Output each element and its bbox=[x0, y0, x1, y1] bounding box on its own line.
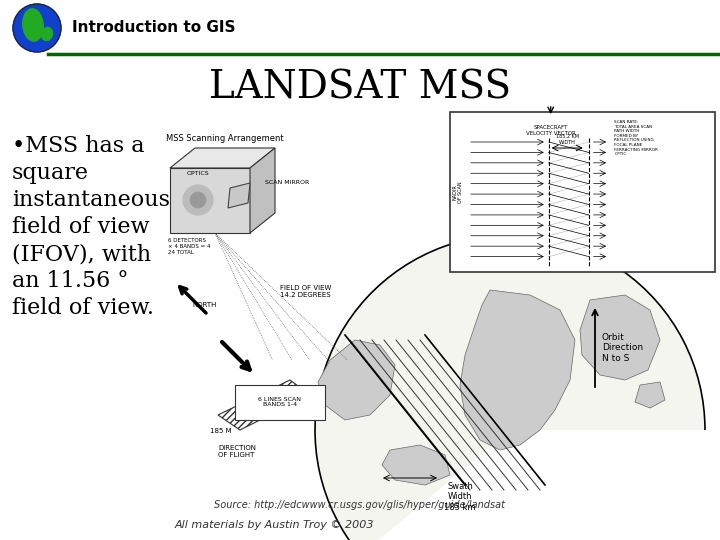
Text: SCAN MIRROR: SCAN MIRROR bbox=[265, 180, 310, 186]
Polygon shape bbox=[635, 382, 665, 408]
Polygon shape bbox=[170, 148, 275, 168]
Ellipse shape bbox=[23, 9, 43, 41]
Bar bbox=[450, 112, 715, 272]
Text: NORTH: NORTH bbox=[192, 302, 217, 308]
Polygon shape bbox=[580, 295, 660, 380]
Text: SPACECRAFT
VELOCITY VECTOR: SPACECRAFT VELOCITY VECTOR bbox=[526, 125, 575, 136]
Text: OPTICS: OPTICS bbox=[186, 171, 210, 176]
Text: field of view: field of view bbox=[12, 216, 150, 238]
Polygon shape bbox=[382, 445, 450, 485]
Text: NADIR
OF SCAN: NADIR OF SCAN bbox=[453, 181, 464, 203]
Text: 6 LINES SCAN
BANDS 1-4: 6 LINES SCAN BANDS 1-4 bbox=[258, 396, 302, 407]
Circle shape bbox=[13, 4, 61, 52]
Text: 185 M: 185 M bbox=[210, 428, 232, 434]
Text: square: square bbox=[12, 162, 89, 184]
Polygon shape bbox=[250, 148, 275, 233]
Text: instantaneous: instantaneous bbox=[12, 189, 170, 211]
Text: (IFOV), with: (IFOV), with bbox=[12, 243, 151, 265]
Text: Swath
Width
185 km: Swath Width 185 km bbox=[444, 482, 476, 512]
Text: •MSS has a: •MSS has a bbox=[12, 135, 145, 157]
Wedge shape bbox=[315, 235, 705, 540]
Text: Source: http://edcwww.cr.usgs.gov/glis/hyper/guide/landsat: Source: http://edcwww.cr.usgs.gov/glis/h… bbox=[215, 500, 505, 510]
Circle shape bbox=[190, 192, 206, 208]
Text: Orbit
Direction
N to S: Orbit Direction N to S bbox=[602, 333, 643, 363]
Polygon shape bbox=[460, 290, 575, 450]
Text: field of view.: field of view. bbox=[12, 297, 154, 319]
Polygon shape bbox=[228, 183, 250, 208]
Polygon shape bbox=[170, 168, 250, 233]
Text: 6 DETECTORS
× 4 BANDS = 4
24 TOTAL: 6 DETECTORS × 4 BANDS = 4 24 TOTAL bbox=[168, 238, 210, 254]
Text: an 11.56 °: an 11.56 ° bbox=[12, 270, 128, 292]
Text: SCAN RATE:
TOTAL AREA SCAN
PATH WIDTH
FORMED BY
REFLECTION USING
FOCAL PLANE
FER: SCAN RATE: TOTAL AREA SCAN PATH WIDTH FO… bbox=[614, 120, 658, 156]
Text: DIRECTION
OF FLIGHT: DIRECTION OF FLIGHT bbox=[218, 445, 256, 458]
Text: MSS Scanning Arrangement: MSS Scanning Arrangement bbox=[166, 134, 284, 143]
Text: Introduction to GIS: Introduction to GIS bbox=[72, 21, 235, 36]
Text: LANDSAT MSS: LANDSAT MSS bbox=[209, 70, 511, 106]
Text: 185.2 KM
WIDTH: 185.2 KM WIDTH bbox=[557, 134, 579, 145]
Text: All materials by Austin Troy © 2003: All materials by Austin Troy © 2003 bbox=[175, 520, 374, 530]
Text: FIELD OF VIEW
14.2 DEGREES: FIELD OF VIEW 14.2 DEGREES bbox=[280, 285, 331, 298]
Ellipse shape bbox=[42, 28, 53, 40]
Circle shape bbox=[183, 185, 213, 215]
Polygon shape bbox=[318, 340, 395, 420]
Bar bbox=[235, 385, 325, 420]
